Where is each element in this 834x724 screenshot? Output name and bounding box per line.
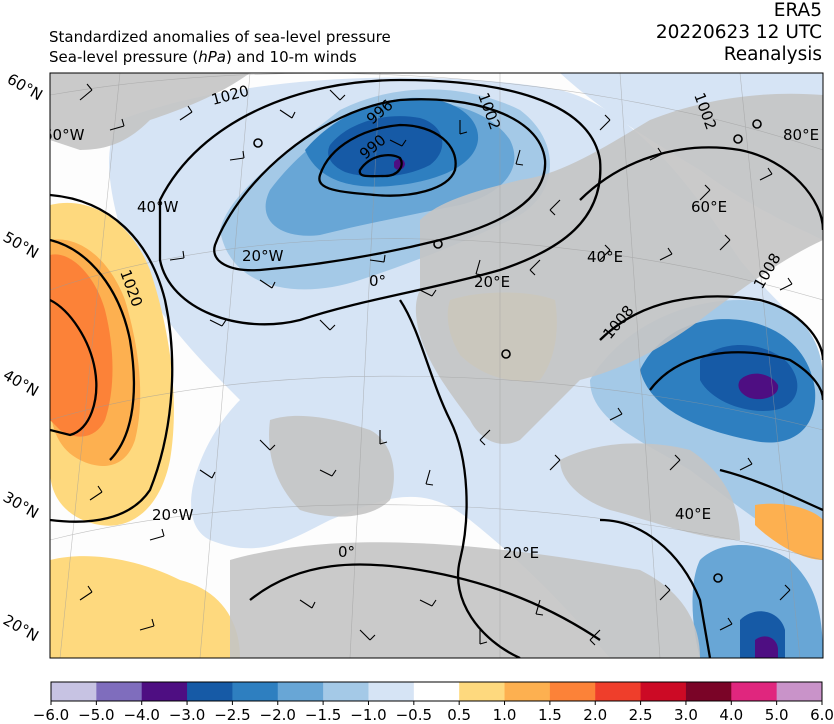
lat-label: 50°N bbox=[0, 228, 42, 262]
colorbar-tick-label: −1.0 bbox=[350, 706, 387, 724]
colorbar-swatch bbox=[459, 682, 506, 701]
longitude-labels: 60°W 40°W 20°W 0° 20°E 40°E 60°E 80°E 20… bbox=[43, 126, 819, 562]
wind-barbs bbox=[79, 83, 793, 646]
calm-marker bbox=[433, 239, 443, 249]
colorbar-swatch bbox=[640, 682, 687, 701]
colorbar-tick-label: −1.5 bbox=[304, 706, 342, 724]
colorbar-tick-label: −2.5 bbox=[214, 706, 251, 724]
colorbar bbox=[50, 681, 823, 705]
colorbar-swatch bbox=[323, 682, 369, 701]
lon-label: 0° bbox=[369, 272, 386, 290]
lon-label: 20°E bbox=[503, 544, 539, 562]
colorbar-tick-label: 5.0 bbox=[764, 706, 789, 724]
anomaly-area-south-east-min bbox=[755, 636, 778, 658]
isobars bbox=[50, 78, 823, 658]
colorbar-swatch bbox=[685, 682, 732, 701]
lon-label: 60°E bbox=[691, 198, 727, 216]
lat-label: 30°N bbox=[0, 488, 42, 522]
lon-label: 0° bbox=[338, 543, 355, 561]
land-europe bbox=[415, 93, 823, 444]
colorbar-tick-label: 0.5 bbox=[447, 706, 472, 724]
title-line-1: Standardized anomalies of sea-level pres… bbox=[49, 28, 391, 46]
land-anatolia bbox=[560, 443, 740, 540]
colorbar-frame bbox=[50, 681, 823, 702]
product-label: Reanalysis bbox=[723, 44, 822, 65]
calm-marker bbox=[713, 573, 723, 583]
lon-label: 20°W bbox=[242, 247, 284, 265]
colorbar-swatch bbox=[96, 682, 143, 701]
colorbar-swatch bbox=[413, 682, 460, 701]
map-frame bbox=[49, 72, 824, 659]
lat-label: 60°N bbox=[4, 70, 46, 104]
colorbar-tick-label: 2.5 bbox=[628, 706, 653, 724]
map-metadata: ERA5 20220623 12 UTC Reanalysis bbox=[656, 0, 822, 66]
lon-label: 40°E bbox=[587, 248, 623, 266]
colorbar-tick-label: −0.5 bbox=[395, 706, 433, 724]
land-iberia bbox=[269, 415, 394, 517]
colorbar-swatch bbox=[504, 682, 551, 701]
colorbar-swatch bbox=[141, 682, 188, 701]
colorbar-tick-label: 3.0 bbox=[674, 706, 698, 724]
source-label: ERA5 bbox=[773, 0, 822, 21]
calm-marker bbox=[253, 138, 263, 148]
colorbar-swatch bbox=[595, 682, 642, 701]
colorbar-tick-label: −6.0 bbox=[32, 706, 70, 724]
datetime-label: 20220623 12 UTC bbox=[655, 22, 822, 43]
colorbar-swatch bbox=[187, 682, 233, 701]
colorbar-tick-label: 4.0 bbox=[719, 706, 744, 724]
lat-label: 20°N bbox=[0, 611, 42, 645]
lon-label: 20°W bbox=[152, 506, 194, 524]
calm-marker bbox=[752, 119, 762, 129]
colorbar-tick-label: −4.0 bbox=[123, 706, 160, 724]
calm-marker bbox=[733, 134, 743, 144]
anomaly-area-east-high bbox=[755, 503, 823, 560]
colorbar-tick-label: −3.0 bbox=[168, 706, 206, 724]
colorbar-tick-label: −5.0 bbox=[78, 706, 115, 724]
colorbar-swatch bbox=[731, 682, 778, 701]
land-greenland bbox=[50, 73, 250, 150]
colorbar-tick-label: 2.0 bbox=[583, 706, 608, 724]
calm-markers bbox=[253, 119, 762, 583]
lon-label: 60°W bbox=[43, 126, 85, 144]
colorbar-swatch bbox=[368, 682, 415, 701]
colorbar-tick-label: 1.5 bbox=[537, 706, 562, 724]
lon-label: 20°E bbox=[474, 273, 510, 291]
anomaly-area-east-min bbox=[738, 373, 779, 400]
anomaly-area-sw-high bbox=[50, 556, 240, 658]
colorbar-tick-label: 6.0 bbox=[810, 706, 834, 724]
calm-marker bbox=[501, 349, 511, 359]
lon-label: 80°E bbox=[783, 126, 819, 144]
map-plot-area: 1020 1020 996 990 1002 1002 1008 1008 60… bbox=[43, 73, 823, 658]
anomaly-area-south-east bbox=[692, 545, 823, 658]
title-line-2: Sea-level pressure (hPa) and 10-m winds bbox=[49, 48, 357, 66]
graticule bbox=[50, 73, 823, 658]
lon-label: 40°E bbox=[675, 505, 711, 523]
lat-label: 40°N bbox=[0, 366, 42, 400]
colorbar-swatch bbox=[549, 682, 596, 701]
latitude-labels: 60°N 50°N 40°N 30°N 20°N bbox=[0, 70, 46, 645]
colorbar-swatch bbox=[232, 682, 279, 701]
map-title: Standardized anomalies of sea-level pres… bbox=[49, 27, 391, 67]
lon-label: 40°W bbox=[137, 198, 179, 216]
colorbar-swatch bbox=[776, 682, 823, 701]
colorbar-swatch bbox=[277, 682, 324, 701]
colorbar-tick-label: −2.0 bbox=[259, 706, 296, 724]
anomaly-area-atlantic-deep bbox=[328, 116, 443, 177]
colorbar-tick-label: 1.0 bbox=[492, 706, 517, 724]
colorbar-swatch bbox=[51, 682, 97, 701]
